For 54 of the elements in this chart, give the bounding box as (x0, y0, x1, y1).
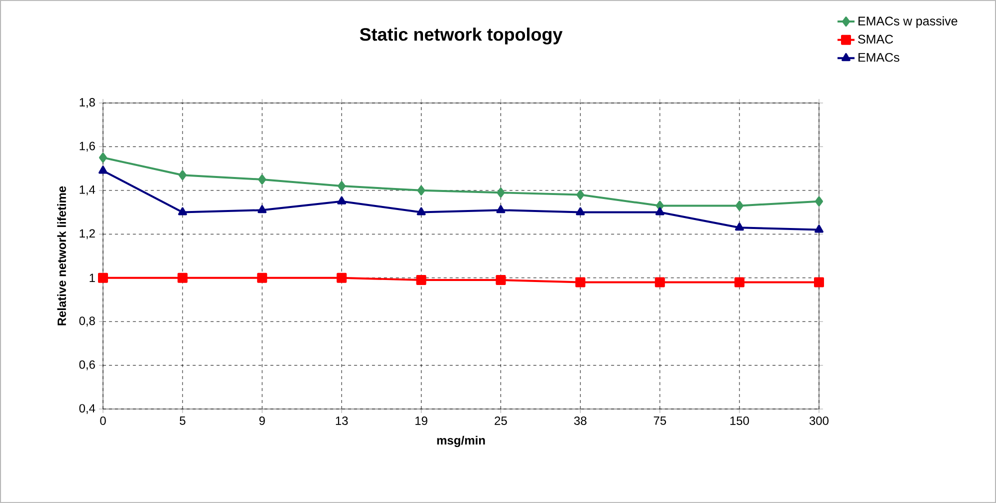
y-tick-label: 0,6 (79, 360, 95, 370)
y-tick-label: 1 (90, 274, 95, 282)
y-tick-label: 1,4 (80, 186, 96, 196)
y-tick-label: 1,6 (80, 142, 95, 152)
point (178, 207, 188, 216)
point (734, 277, 744, 288)
point (98, 166, 108, 174)
point (496, 205, 506, 214)
x-tick-label: 75 (654, 416, 666, 425)
point (258, 205, 267, 214)
point (99, 152, 107, 163)
point (496, 275, 506, 286)
point (257, 272, 268, 283)
x-tick-label: 150 (730, 416, 749, 425)
y-tick-label: 0,8 (79, 316, 95, 327)
point (575, 277, 586, 288)
point (814, 277, 824, 288)
x-tick-label: 25 (494, 416, 507, 425)
chart-title: Static network topology (360, 28, 563, 44)
point (417, 185, 426, 196)
point (337, 196, 346, 204)
x-axis-title: msg/min (437, 436, 485, 448)
point (416, 275, 426, 286)
point (496, 188, 505, 198)
point (656, 200, 664, 211)
legend-label: SMAC (858, 34, 894, 44)
x-tick-label: 19 (415, 416, 428, 425)
x-tick-label: 9 (259, 416, 265, 425)
y-axis-title: Relative network lifetime (57, 186, 66, 326)
point (655, 207, 664, 216)
point (338, 181, 346, 192)
x-tick-label: 38 (574, 416, 586, 425)
point (178, 272, 188, 283)
x-tick-label: 300 (809, 416, 829, 425)
x-tick-label: 13 (336, 416, 348, 425)
point (814, 224, 824, 233)
y-tick-label: 1,2 (80, 229, 95, 240)
point (654, 277, 665, 288)
x-tick-label: 0 (100, 416, 106, 425)
y-tick-label: 0,4 (79, 404, 96, 414)
point (815, 196, 824, 206)
point (735, 200, 744, 211)
legend-label: EMACs w passive (858, 16, 958, 28)
x-tick-label: 5 (180, 416, 186, 425)
point (576, 207, 585, 216)
point (734, 222, 744, 231)
point (336, 272, 347, 283)
point (178, 170, 187, 180)
point (98, 272, 108, 283)
point (258, 174, 266, 184)
y-tick-label: 1,8 (80, 98, 95, 108)
point (416, 207, 426, 216)
point (576, 190, 584, 200)
legend-label: EMACs (858, 52, 900, 62)
